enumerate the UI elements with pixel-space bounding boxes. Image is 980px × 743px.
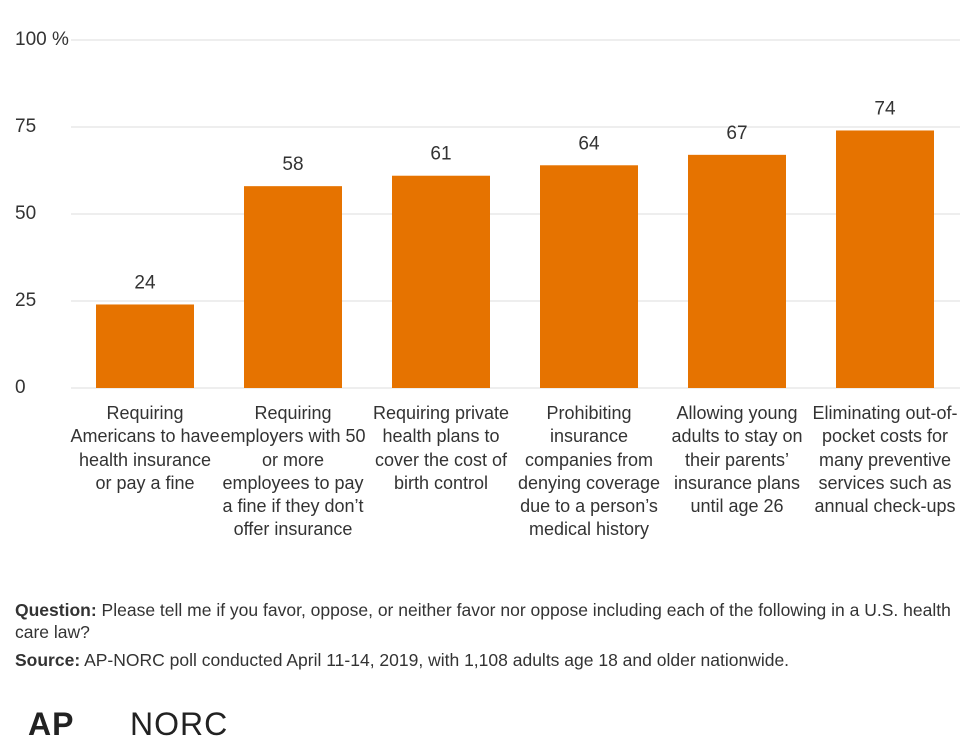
data-label: 67 bbox=[726, 123, 747, 144]
bar bbox=[244, 186, 342, 388]
source-label: Source: bbox=[15, 650, 81, 670]
logo-norc: NORC bbox=[130, 706, 229, 742]
bar bbox=[392, 175, 490, 388]
source-text: AP-NORC poll conducted April 11-14, 2019… bbox=[84, 650, 790, 670]
logo-ap: AP bbox=[28, 706, 75, 742]
x-tick-label: Requiring employers with 50 or more empl… bbox=[220, 403, 366, 540]
data-label: 61 bbox=[430, 144, 451, 165]
source: Source: AP-NORC poll conducted April 11-… bbox=[15, 649, 970, 671]
y-tick-label: 0 bbox=[15, 377, 26, 398]
bar bbox=[688, 154, 786, 388]
y-tick-label: 100 % bbox=[15, 29, 69, 50]
x-tick-label: Requiring private health plans to cover … bbox=[372, 403, 510, 493]
data-label: 24 bbox=[134, 272, 156, 293]
y-tick-label: 75 bbox=[15, 116, 36, 137]
x-tick-label: Eliminating out-of-pocket costs for many… bbox=[812, 403, 958, 517]
page: 0 25 50 75 100 % 24 58 61 64 67 74 Requiring Ameri… bbox=[15, 29, 970, 742]
data-label: 74 bbox=[874, 98, 896, 119]
x-tick-label: Prohibiting insurance companies from den… bbox=[517, 403, 661, 540]
y-tick-label: 25 bbox=[15, 290, 36, 311]
question: Question: Please tell me if you favor, o… bbox=[15, 599, 970, 643]
question-text: Please tell me if you favor, oppose, or … bbox=[15, 600, 951, 642]
bar bbox=[96, 304, 194, 388]
y-tick-label: 50 bbox=[15, 203, 36, 224]
data-label: 64 bbox=[578, 133, 600, 154]
x-tick-label: Allowing young adults to stay on their p… bbox=[671, 403, 803, 517]
bar bbox=[540, 165, 638, 388]
x-tick-label: Requiring Americans to have health insur… bbox=[70, 403, 220, 493]
bar bbox=[836, 130, 934, 389]
question-label: Question: bbox=[15, 600, 97, 620]
data-label: 58 bbox=[282, 154, 303, 175]
chart: 0 25 50 75 100 % 24 58 61 64 67 74 bbox=[15, 29, 960, 398]
